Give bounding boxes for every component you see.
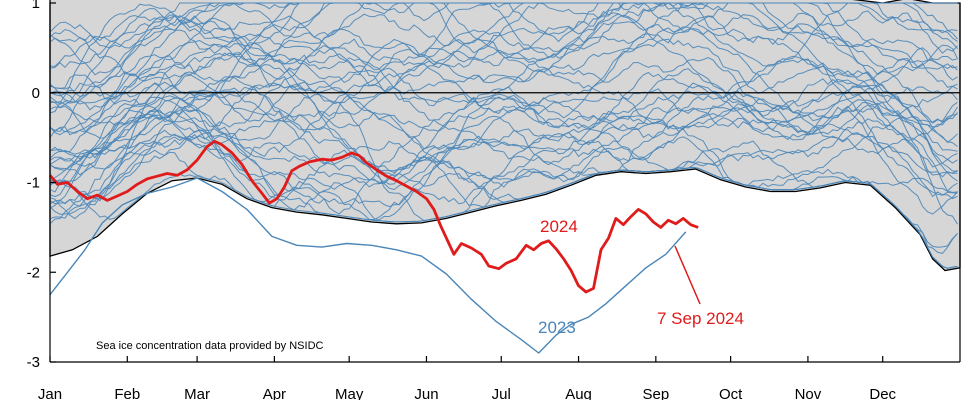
y-tick-label: -1 (27, 175, 40, 192)
label-2024: 2024 (540, 217, 578, 236)
historical-line (49, 2, 958, 107)
historical-line (49, 26, 958, 208)
historical-line (49, 2, 958, 215)
historical-line (49, 2, 958, 205)
x-tick-label: Jun (414, 386, 438, 400)
historical-line (49, 88, 958, 190)
x-tick-label: Jul (492, 386, 511, 400)
historical-line (49, 2, 958, 159)
label-2023: 2023 (538, 318, 576, 337)
x-tick-label: Sep (642, 386, 669, 400)
historical-line (49, 68, 958, 207)
label-end-date: 7 Sep 2024 (657, 309, 744, 328)
historical-line (49, 55, 958, 225)
historical-line (49, 13, 958, 188)
y-tick-label: 0 (32, 85, 40, 102)
historical-line (49, 14, 958, 139)
historical-line (49, 83, 958, 191)
historical-line (49, 2, 958, 136)
x-tick-label: Apr (263, 386, 286, 400)
x-tick-label: Aug (565, 386, 592, 400)
historical-line (49, 74, 958, 223)
x-tick-label: Oct (719, 386, 743, 400)
historical-series-lines (49, 2, 958, 269)
callout-line (674, 245, 701, 305)
historical-line (49, 2, 958, 193)
historical-line (49, 109, 958, 221)
highlighted-series (48, 139, 699, 354)
x-tick-label: May (335, 386, 364, 400)
historical-line (49, 14, 958, 220)
x-tick-label: Feb (114, 386, 140, 400)
series-2024-line (48, 139, 699, 294)
x-tick-label: Dec (869, 386, 896, 400)
series-2023-line (49, 177, 687, 354)
y-tick-label: -2 (27, 264, 40, 281)
x-tick-label: Mar (184, 386, 210, 400)
historical-line (49, 8, 958, 248)
annotations: 2024 2023 7 Sep 2024 (538, 217, 744, 337)
y-tick-label: -3 (27, 354, 40, 371)
historical-line (49, 64, 958, 215)
x-tick-label: Nov (795, 386, 822, 400)
historical-line (49, 71, 958, 202)
historical-line (49, 2, 958, 71)
data-credit: Sea ice concentration data provided by N… (96, 340, 324, 352)
historical-line (49, 2, 958, 174)
y-tick-label: 1 (32, 0, 40, 12)
historical-line (50, 2, 958, 196)
historical-line (49, 133, 958, 269)
historical-line (49, 33, 958, 209)
axes: -3 -2 -1 0 1 Jan Feb Mar Apr May Jun Jul Aug Sep Oct No… (27, 0, 961, 400)
x-tick-label: Jan (38, 386, 62, 400)
